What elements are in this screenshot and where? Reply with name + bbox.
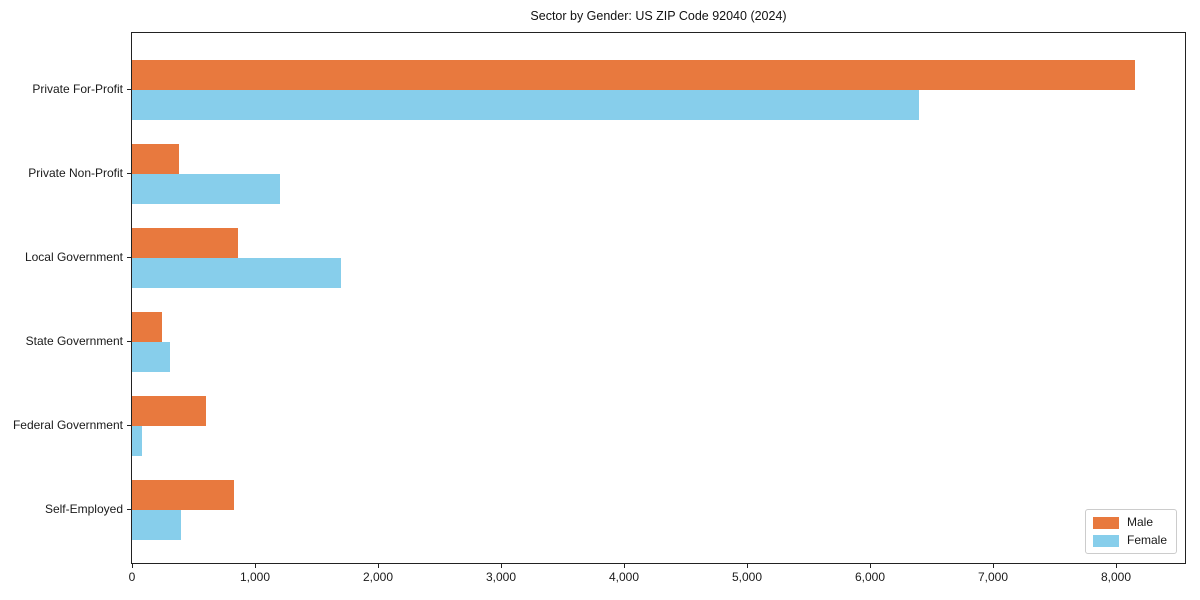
bar-male-local-government [132,228,238,258]
chart-title: Sector by Gender: US ZIP Code 92040 (202… [530,9,787,23]
x-axis-tick [747,564,748,568]
legend-entry-male: Male [1092,515,1167,529]
bar-male-state-government [132,312,162,342]
x-axis-tick [255,564,256,568]
bar-male-federal-government [132,396,206,426]
y-axis-tick [127,173,131,174]
bar-female-local-government [132,258,341,288]
x-axis-tick-label: 7,000 [977,570,1009,584]
bar-female-private-non-profit [132,174,280,204]
x-axis-tick [1116,564,1117,568]
legend: Male Female [1084,509,1177,554]
x-axis-tick-label: 2,000 [362,570,394,584]
x-axis-tick-label: 6,000 [854,570,886,584]
y-axis-label-federal-government: Federal Government [12,418,123,432]
bar-female-federal-government [132,426,142,456]
legend-swatch-female [1092,534,1119,547]
x-axis-tick [132,564,133,568]
x-axis-tick [501,564,502,568]
x-axis-tick-label: 8,000 [1100,570,1132,584]
bar-female-private-for-profit [132,90,919,120]
x-axis-tick-label: 4,000 [608,570,640,584]
y-axis-tick [127,425,131,426]
bar-female-self-employed [132,510,181,540]
bar-male-private-for-profit [132,60,1135,90]
y-axis-label-private-for-profit: Private For-Profit [32,82,123,96]
x-axis-tick [993,564,994,568]
y-axis-tick [127,257,131,258]
x-axis-tick [378,564,379,568]
y-axis-tick [127,509,131,510]
bar-male-self-employed [132,480,234,510]
legend-label-female: Female [1126,533,1167,547]
legend-label-male: Male [1126,515,1153,529]
y-axis-label-private-non-profit: Private Non-Profit [28,166,123,180]
bar-female-state-government [132,342,170,372]
legend-entry-female: Female [1092,533,1167,547]
y-axis-label-self-employed: Self-Employed [44,502,123,516]
x-axis-tick-label: 0 [128,570,136,584]
y-axis-tick [127,89,131,90]
x-axis-tick [624,564,625,568]
y-axis-label-local-government: Local Government [24,250,123,264]
x-axis-tick-label: 5,000 [731,570,763,584]
x-axis-tick-label: 1,000 [239,570,271,584]
x-axis-tick-label: 3,000 [485,570,517,584]
legend-swatch-male [1092,516,1119,529]
y-axis-tick [127,341,131,342]
plot-area: Male Female [131,32,1186,564]
y-axis-label-state-government: State Government [25,334,123,348]
x-axis-tick [870,564,871,568]
bar-male-private-non-profit [132,144,179,174]
